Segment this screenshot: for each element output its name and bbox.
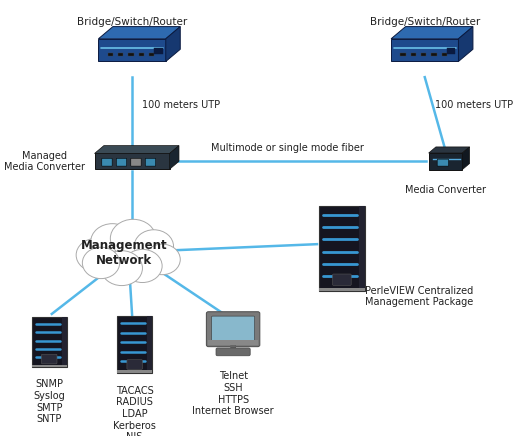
Bar bbox=[411, 53, 416, 56]
Polygon shape bbox=[98, 27, 180, 39]
Bar bbox=[149, 53, 154, 56]
Circle shape bbox=[123, 249, 162, 283]
Text: Media Converter: Media Converter bbox=[405, 185, 486, 195]
Circle shape bbox=[134, 230, 174, 263]
Bar bbox=[117, 370, 152, 373]
Text: Bridge/Switch/Router: Bridge/Switch/Router bbox=[370, 17, 480, 27]
Circle shape bbox=[144, 244, 180, 275]
Text: PerleVIEW Centralized
Management Package: PerleVIEW Centralized Management Package bbox=[365, 286, 473, 307]
Polygon shape bbox=[463, 147, 470, 170]
Bar bbox=[208, 340, 258, 345]
Polygon shape bbox=[429, 147, 470, 153]
Circle shape bbox=[101, 251, 142, 286]
Text: Multimode or single mode fiber: Multimode or single mode fiber bbox=[211, 143, 364, 153]
Bar bbox=[154, 48, 163, 54]
Bar bbox=[400, 53, 406, 56]
FancyBboxPatch shape bbox=[32, 317, 67, 367]
FancyBboxPatch shape bbox=[319, 206, 365, 291]
Bar bbox=[62, 317, 67, 367]
FancyBboxPatch shape bbox=[216, 348, 250, 356]
Bar bbox=[421, 53, 426, 56]
Text: Management
Network: Management Network bbox=[81, 239, 168, 267]
Polygon shape bbox=[391, 39, 458, 61]
FancyBboxPatch shape bbox=[131, 158, 141, 166]
Polygon shape bbox=[94, 146, 179, 153]
Bar bbox=[108, 53, 113, 56]
FancyBboxPatch shape bbox=[437, 159, 449, 166]
Bar bbox=[359, 206, 365, 291]
Polygon shape bbox=[94, 153, 170, 169]
Bar bbox=[128, 53, 134, 56]
Text: 100 meters UTP: 100 meters UTP bbox=[142, 100, 221, 109]
FancyBboxPatch shape bbox=[116, 158, 126, 166]
FancyBboxPatch shape bbox=[206, 312, 260, 347]
FancyBboxPatch shape bbox=[127, 360, 142, 369]
Polygon shape bbox=[170, 146, 179, 169]
Text: Bridge/Switch/Router: Bridge/Switch/Router bbox=[77, 17, 187, 27]
Text: TACACS
RADIUS
LDAP
Kerberos
NIS: TACACS RADIUS LDAP Kerberos NIS bbox=[113, 386, 156, 436]
Circle shape bbox=[110, 219, 156, 258]
Text: Telnet
SSH
HTTPS
Internet Browser: Telnet SSH HTTPS Internet Browser bbox=[192, 371, 274, 416]
FancyBboxPatch shape bbox=[212, 316, 255, 342]
Polygon shape bbox=[391, 27, 473, 39]
Bar bbox=[32, 364, 67, 367]
Circle shape bbox=[91, 224, 134, 260]
Bar bbox=[447, 48, 455, 54]
FancyBboxPatch shape bbox=[117, 316, 152, 373]
Bar bbox=[147, 316, 152, 373]
Circle shape bbox=[82, 247, 120, 279]
Polygon shape bbox=[166, 27, 180, 61]
Text: Managed
Media Converter: Managed Media Converter bbox=[5, 150, 85, 172]
Polygon shape bbox=[98, 39, 166, 61]
FancyBboxPatch shape bbox=[102, 158, 112, 166]
Bar bbox=[319, 288, 365, 291]
FancyBboxPatch shape bbox=[41, 354, 57, 364]
FancyBboxPatch shape bbox=[145, 158, 156, 166]
FancyBboxPatch shape bbox=[333, 274, 351, 285]
Polygon shape bbox=[458, 27, 473, 61]
Bar bbox=[139, 53, 144, 56]
Text: SNMP
Syslog
SMTP
SNTP: SNMP Syslog SMTP SNTP bbox=[33, 379, 65, 424]
Polygon shape bbox=[429, 153, 463, 170]
Text: 100 meters UTP: 100 meters UTP bbox=[435, 100, 513, 109]
Circle shape bbox=[76, 238, 116, 272]
Bar bbox=[442, 53, 447, 56]
Bar bbox=[431, 53, 437, 56]
Bar bbox=[118, 53, 123, 56]
